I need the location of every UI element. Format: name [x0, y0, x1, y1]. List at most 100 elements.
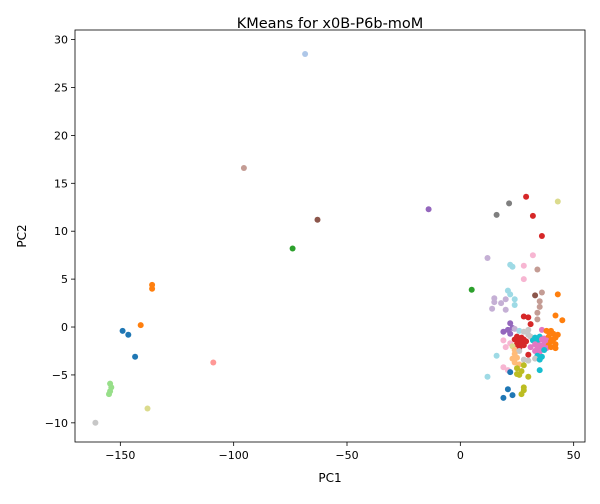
data-point: [507, 320, 514, 327]
x-axis-ticks: −150 −100 −50 0 50: [105, 442, 581, 462]
data-point: [132, 353, 139, 360]
x-axis-label: PC1: [318, 471, 341, 485]
data-point: [536, 356, 543, 363]
data-point: [525, 373, 532, 380]
y-tick-label: 0: [61, 321, 68, 334]
data-point: [498, 300, 505, 307]
data-point: [514, 365, 520, 372]
y-axis-label: PC2: [15, 224, 29, 247]
points-layer: [92, 51, 566, 426]
data-point: [520, 356, 527, 363]
data-point: [548, 344, 554, 351]
data-point: [506, 200, 513, 207]
data-point: [149, 285, 156, 292]
data-point: [289, 245, 296, 252]
axes-background: [75, 30, 585, 442]
data-point: [529, 252, 536, 259]
data-point: [538, 336, 545, 343]
data-point: [500, 394, 507, 401]
data-point: [500, 328, 507, 335]
data-point: [489, 305, 496, 312]
data-point: [520, 262, 527, 269]
data-point: [302, 51, 309, 57]
data-point: [527, 321, 534, 328]
y-tick-label: 15: [54, 177, 68, 190]
data-point: [534, 266, 541, 273]
data-point: [525, 351, 532, 358]
data-point: [511, 325, 518, 332]
data-point: [493, 211, 500, 218]
data-point: [516, 371, 523, 378]
data-point: [500, 364, 507, 371]
data-point: [507, 369, 514, 376]
data-point: [425, 206, 432, 213]
data-point: [507, 291, 514, 298]
y-tick-label: −10: [45, 417, 68, 430]
data-point: [536, 298, 543, 305]
data-point: [509, 263, 516, 270]
data-point: [525, 314, 532, 321]
data-point: [137, 322, 144, 329]
data-point: [520, 313, 527, 320]
data-point: [520, 362, 527, 369]
data-point: [538, 233, 545, 239]
x-tick-label: −150: [105, 449, 135, 462]
data-point: [240, 165, 247, 171]
data-point: [523, 193, 530, 200]
x-tick-label: 50: [567, 449, 581, 462]
data-point: [511, 302, 518, 308]
data-point: [502, 344, 509, 351]
data-point: [529, 212, 536, 219]
y-tick-label: 20: [54, 129, 68, 142]
data-point: [534, 316, 541, 323]
data-point: [514, 354, 520, 361]
data-point: [144, 405, 151, 412]
data-point: [502, 306, 509, 313]
data-point: [538, 326, 545, 333]
data-point: [534, 309, 541, 316]
y-tick-label: 30: [54, 34, 68, 47]
data-point: [550, 336, 557, 343]
axes-frame: [74, 29, 586, 443]
data-point: [541, 347, 548, 353]
data-point: [552, 312, 559, 319]
data-point: [525, 326, 532, 333]
data-point: [509, 392, 516, 399]
data-point: [511, 359, 518, 366]
data-point: [532, 348, 539, 354]
data-point: [502, 296, 509, 303]
x-tick-label: −50: [335, 449, 358, 462]
x-tick-label: 0: [457, 449, 464, 462]
y-axis-ticks: −10 −5 0 5 10 15 20 25 30: [45, 34, 75, 430]
data-point: [516, 327, 523, 334]
data-point: [106, 391, 112, 398]
data-point: [119, 327, 126, 334]
data-point: [210, 359, 217, 366]
plot-area: [74, 29, 586, 443]
data-point: [527, 344, 534, 351]
y-tick-label: 5: [61, 273, 68, 286]
data-point: [516, 348, 523, 354]
x-tick-label: −100: [219, 449, 249, 462]
data-point: [532, 292, 539, 299]
data-point: [538, 289, 545, 296]
data-point: [552, 345, 559, 352]
data-point: [520, 342, 527, 349]
data-point: [314, 216, 321, 223]
y-tick-label: −5: [52, 369, 68, 382]
data-point: [125, 331, 132, 338]
data-point: [559, 317, 566, 324]
data-point: [520, 328, 527, 335]
data-point: [491, 299, 498, 306]
data-point: [468, 286, 475, 293]
data-point: [536, 303, 543, 310]
data-point: [511, 336, 518, 343]
data-point: [507, 330, 514, 337]
data-point: [493, 352, 500, 359]
data-point: [504, 386, 511, 393]
data-point: [511, 296, 518, 303]
data-point: [554, 291, 561, 298]
data-point: [500, 337, 507, 344]
data-point: [520, 276, 527, 283]
